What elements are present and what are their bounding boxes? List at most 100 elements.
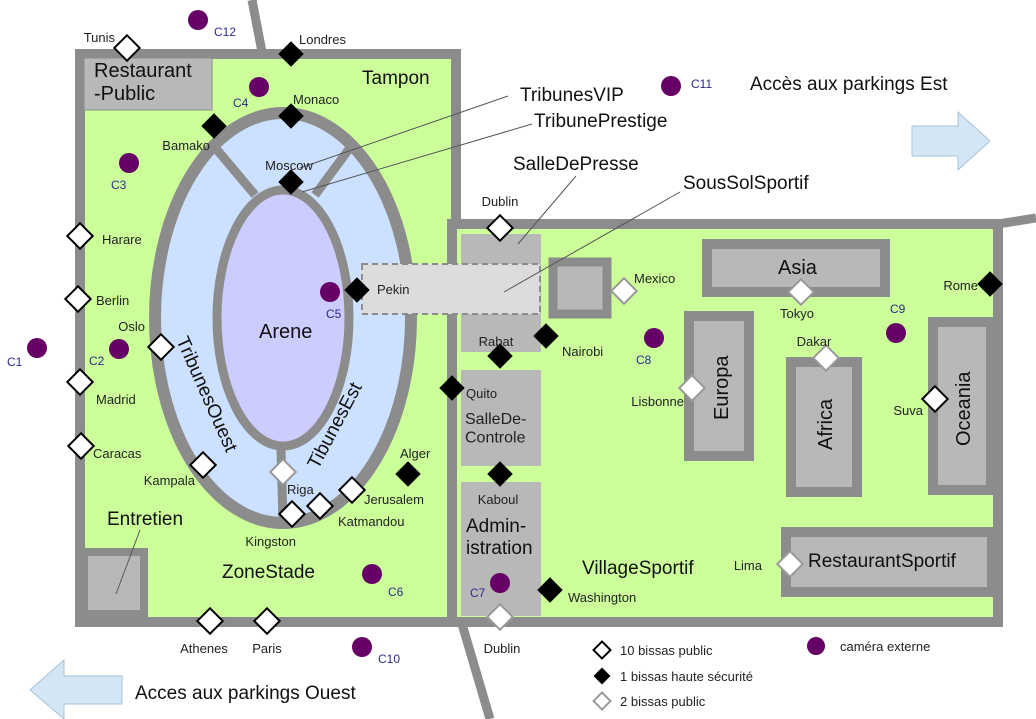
tunis-checkpoint-label: Tunis [84, 30, 116, 45]
c5-camera-icon [320, 282, 340, 302]
tunis-checkpoint-icon [112, 33, 142, 63]
salle-de-controle-building [461, 370, 541, 466]
tribune-prestige-label: TribunePrestige [534, 111, 667, 132]
c12-camera-icon [188, 10, 208, 30]
katmandou-checkpoint-icon [305, 491, 335, 521]
lima-checkpoint-label: Lima [734, 558, 763, 573]
legend-camera-label: caméra externe [840, 639, 930, 654]
rome-checkpoint-label: Rome [943, 278, 978, 293]
monaco-checkpoint-label: Monaco [293, 92, 339, 107]
kingston-checkpoint-label: Kingston [245, 534, 296, 549]
caracas-checkpoint-icon [66, 431, 96, 461]
dublin_n-checkpoint-icon [485, 213, 515, 243]
oslo-checkpoint-label: Oslo [118, 319, 145, 334]
quito-checkpoint-label: Quito [466, 386, 497, 401]
c6-camera-icon [362, 564, 382, 584]
c9-camera-icon [886, 323, 906, 343]
alger-checkpoint-label: Alger [400, 446, 431, 461]
berlin-checkpoint-icon [63, 284, 93, 314]
berlin-checkpoint-label: Berlin [96, 293, 129, 308]
zone-stade-label: ZoneStade [222, 562, 315, 583]
leader-entretien [115, 529, 141, 595]
checkpoint-layer: Tunis Londres Monaco Bamako Moscow Harare Berl… [63, 30, 1003, 656]
nairobi-checkpoint-icon [533, 323, 559, 349]
harare-checkpoint-label: Harare [102, 232, 142, 247]
nairobi-checkpoint-label: Nairobi [562, 344, 603, 359]
entretien-building [80, 548, 148, 618]
kaboul-checkpoint-label: Kaboul [478, 492, 519, 507]
legend-public10-label: 10 bissas public [620, 643, 713, 658]
dublin_s-checkpoint-label: Dublin [484, 641, 521, 656]
legend-public10-icon [592, 640, 612, 660]
tokyo-checkpoint-icon [786, 277, 816, 307]
restaurant-public-label: Restaurant -Public [94, 60, 192, 105]
dakar-checkpoint-icon [811, 343, 841, 373]
rabat-checkpoint-icon [487, 343, 513, 369]
leader-tribune-prestige [301, 123, 533, 193]
oslo-checkpoint-icon [146, 332, 176, 362]
rabat-checkpoint-label: Rabat [479, 334, 514, 349]
europa-label: Europa [711, 355, 733, 420]
riga-checkpoint-icon [268, 457, 298, 487]
c5-camera-label: C5 [326, 307, 342, 321]
monaco-checkpoint-icon [278, 103, 304, 129]
dakar-checkpoint-label: Dakar [797, 334, 832, 349]
kampala-checkpoint-icon [188, 450, 218, 480]
suva-checkpoint-label: Suva [893, 403, 923, 418]
quito-checkpoint-icon [439, 375, 465, 401]
paris-checkpoint-label: Paris [252, 641, 282, 656]
kingston-checkpoint-icon [277, 499, 307, 529]
suva-checkpoint-icon [920, 384, 950, 414]
east-parking-label: Accès aux parkings Est [750, 74, 948, 95]
salle-de-controle-label: SalleDe-Controle [465, 411, 526, 446]
c2-camera-label: C2 [89, 354, 105, 368]
c11-camera-icon [661, 76, 681, 96]
harare-checkpoint-icon [65, 221, 95, 251]
east-parking-arrow-icon [911, 110, 991, 172]
administration-label: Admin-istration [466, 516, 533, 559]
road-north [247, 0, 267, 53]
pekin-checkpoint-icon [344, 277, 370, 303]
bamako-checkpoint-label: Bamako [162, 138, 210, 153]
c6-camera-label: C6 [388, 585, 404, 599]
madrid-checkpoint-icon [65, 367, 95, 397]
road-south [457, 622, 495, 719]
c10-camera-icon [352, 637, 372, 657]
kaboul-checkpoint-icon [487, 461, 513, 487]
africa-label: Africa [815, 398, 837, 450]
londres-checkpoint-label: Londres [299, 32, 346, 47]
mexico-checkpoint-icon [609, 276, 639, 306]
restaurant-sportif-label: RestaurantSportif [808, 551, 957, 572]
caracas-checkpoint-label: Caracas [93, 446, 142, 461]
asia-label: Asia [778, 257, 818, 279]
paris-checkpoint-icon [252, 606, 282, 636]
legend-high-icon [593, 667, 611, 685]
c1-camera-label: C1 [7, 355, 23, 369]
washington-checkpoint-icon [537, 577, 563, 603]
c4-camera-icon [249, 77, 269, 97]
c9-camera-label: C9 [890, 302, 906, 316]
riga-checkpoint-label: Riga [287, 482, 315, 497]
lisbonne-checkpoint-label: Lisbonne [631, 394, 684, 409]
katmandou-checkpoint-label: Katmandou [338, 514, 405, 529]
pekin-checkpoint-label: Pekin [377, 282, 410, 297]
salle-de-presse-label: SalleDePresse [513, 154, 639, 175]
c3-camera-icon [119, 153, 139, 173]
restaurant-public-building [83, 57, 213, 111]
c11-camera-label: C11 [691, 77, 712, 91]
entretien-label: Entretien [107, 509, 183, 530]
madrid-checkpoint-label: Madrid [96, 392, 136, 407]
jerusalem-checkpoint-icon [337, 475, 367, 505]
mexico-checkpoint-label: Mexico [634, 271, 675, 286]
sous-sol-sportif-label: SousSolSportif [683, 173, 809, 194]
c2-camera-icon [109, 339, 129, 359]
c12-camera-label: C12 [214, 25, 236, 39]
moscow-checkpoint-label: Moscow [265, 158, 313, 173]
mexico-building [548, 257, 612, 319]
leader-salle-de-presse [517, 175, 577, 245]
west-parking-label: Acces aux parkings Ouest [135, 683, 356, 704]
athenes-checkpoint-icon [195, 606, 225, 636]
c7-camera-icon [490, 573, 510, 593]
leader-tribunes-vip [299, 95, 509, 169]
